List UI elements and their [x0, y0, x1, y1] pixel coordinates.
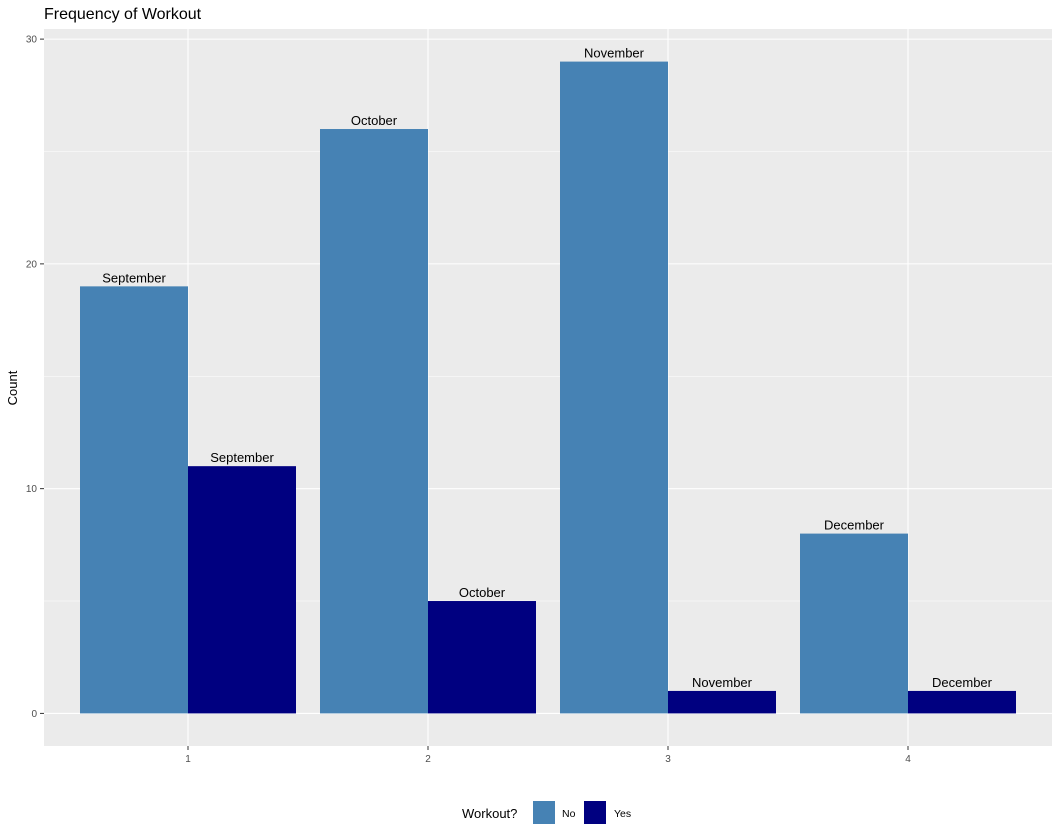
bar-no-1 — [80, 286, 188, 714]
bar-yes-1 — [188, 466, 296, 714]
bar-no-2 — [320, 129, 428, 714]
x-tick-label: 3 — [665, 754, 671, 765]
bar-yes-4 — [908, 690, 1016, 714]
legend-key-yes — [584, 801, 606, 824]
bar-no-4 — [800, 533, 908, 714]
y-tick-label: 0 — [31, 709, 37, 720]
legend-label-no: No — [562, 808, 576, 820]
y-tick-label: 20 — [26, 259, 38, 270]
y-axis-title: Count — [5, 370, 20, 405]
bar-label: November — [692, 675, 753, 690]
bar-yes-2 — [428, 601, 536, 714]
bar-label: October — [459, 585, 506, 600]
bar-label: October — [351, 113, 398, 128]
x-tick-label: 2 — [425, 754, 431, 765]
bar-label: December — [824, 518, 885, 533]
bars — [80, 61, 1016, 714]
x-tick-label: 1 — [185, 754, 191, 765]
y-tick-label: 30 — [26, 35, 38, 46]
x-tick-label: 4 — [905, 754, 911, 765]
legend: Workout? No Yes — [462, 801, 631, 824]
bar-label: September — [210, 450, 274, 465]
legend-title: Workout? — [462, 806, 517, 821]
bar-yes-3 — [668, 690, 776, 714]
bar-label: September — [102, 270, 166, 285]
bar-no-3 — [560, 61, 668, 714]
legend-label-yes: Yes — [614, 808, 631, 820]
bar-labels: September October November December Septembe… — [102, 46, 992, 690]
bar-label: November — [584, 46, 645, 61]
axes: 0 10 20 30 1 2 3 4 — [26, 35, 911, 765]
chart-title: Frequency of Workout — [44, 6, 202, 23]
bar-label: December — [932, 675, 993, 690]
legend-key-no — [533, 801, 555, 824]
y-tick-label: 10 — [26, 484, 38, 495]
